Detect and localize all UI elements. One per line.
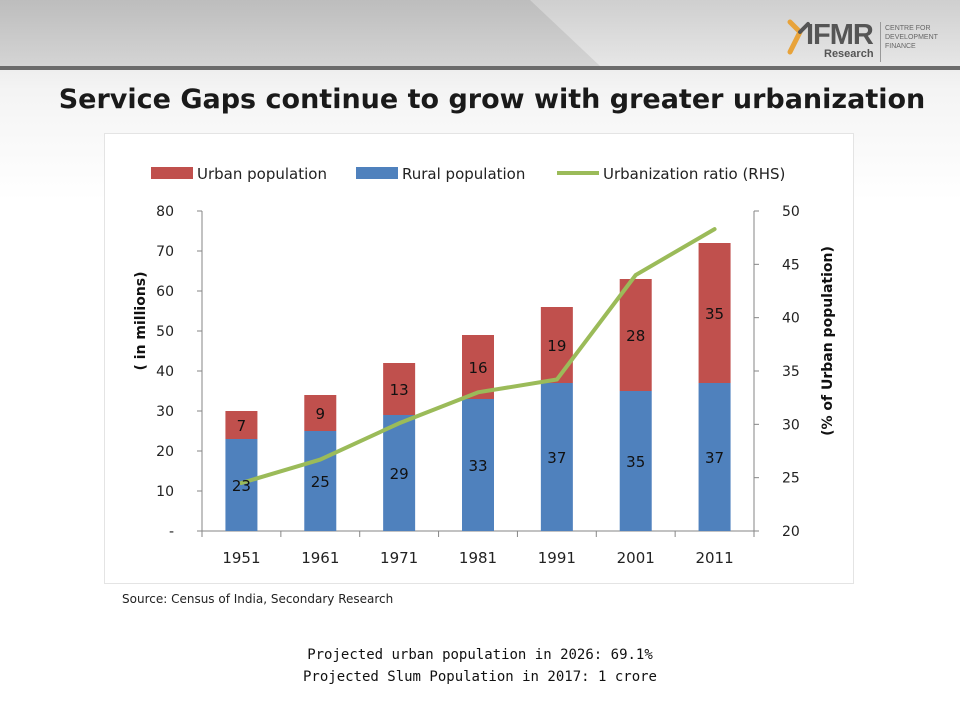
data-label-urban: 28 [626, 327, 645, 345]
data-label-urban: 9 [316, 405, 326, 423]
y-tick-label: 80 [156, 204, 174, 220]
y2-tick-label: 50 [782, 204, 800, 220]
legend-label: Urbanization ratio (RHS) [603, 165, 785, 183]
legend-swatch [151, 167, 193, 179]
source-note: Source: Census of India, Secondary Resea… [122, 592, 394, 606]
logo-tagline-line: FINANCE [885, 43, 916, 50]
y-tick-label: 60 [156, 284, 174, 300]
bar-urban [304, 395, 337, 431]
y-tick-label: 20 [156, 444, 174, 460]
bar-urban [540, 307, 573, 383]
projection-urban: Projected urban population in 2026: 69.1… [307, 647, 653, 663]
line-urbanization-ratio [239, 227, 717, 485]
y2-tick-label: 45 [782, 257, 800, 273]
legend-swatch [356, 167, 398, 179]
y-tick-label: 30 [156, 404, 174, 420]
x-tick-label: 1971 [380, 549, 418, 567]
ifmr-logo: IFMR Research CENTRE FOR DEVELOPMENT FIN… [786, 14, 946, 62]
x-tick-label: 1991 [538, 549, 576, 567]
bar-urban [698, 243, 731, 383]
y2-tick-label: 20 [782, 524, 800, 540]
x-tick-label: 2011 [695, 549, 733, 567]
bar-rural [698, 383, 731, 531]
x-tick-label: 1951 [222, 549, 260, 567]
x-tick-label: 2001 [617, 549, 655, 567]
data-label-urban: 35 [705, 305, 724, 323]
data-label-urban: 13 [390, 381, 409, 399]
bar-urban [225, 411, 258, 439]
bar-rural [619, 391, 652, 531]
y-tick-label: - [169, 524, 174, 540]
data-label-rural: 29 [390, 465, 409, 483]
logo-tagline: CENTRE FOR DEVELOPMENT FINANCE [885, 24, 938, 51]
data-label-urban: 16 [468, 359, 487, 377]
y2-tick-label: 40 [782, 311, 800, 327]
data-label-rural: 35 [626, 453, 645, 471]
urbanization-chart: - 10 20 30 40 50 60 70 80 20 25 30 35 40 45 50 1951 1961 1… [133, 165, 836, 567]
logo-mark-icon [787, 19, 810, 55]
y-tick-label: 10 [156, 484, 174, 500]
y2-tick-label: 35 [782, 364, 800, 380]
y-axis-title: ( in millions) [133, 271, 149, 370]
data-label-rural: 33 [468, 457, 487, 475]
bar-urban [462, 335, 494, 399]
logo-subtext: Research [824, 48, 874, 60]
projections: Projected urban population in 2026: 69.1… [0, 644, 960, 688]
y2-axis-title: (% of Urban population) [820, 246, 836, 436]
data-label-rural: 25 [311, 473, 330, 491]
data-label-urban: 19 [547, 337, 566, 355]
page-title: Service Gaps continue to grow with great… [58, 84, 926, 115]
projection-slum: Projected Slum Population in 2017: 1 cro… [302, 669, 657, 685]
bar-urban [383, 363, 416, 415]
legend-label: Urban population [197, 165, 327, 183]
bar-rural [304, 431, 337, 531]
data-label-urban: 7 [237, 417, 247, 435]
x-tick-label: 1961 [301, 549, 339, 567]
data-label-rural: 23 [232, 477, 251, 495]
y-tick-label: 40 [156, 364, 174, 380]
bar-rural [462, 399, 494, 531]
logo-divider [880, 22, 881, 62]
chart-container: - 10 20 30 40 50 60 70 80 20 25 30 35 40 45 50 1951 1961 1… [104, 133, 854, 584]
x-tick-label: 1981 [459, 549, 497, 567]
y2-tick-label: 25 [782, 471, 800, 487]
y2-tick-label: 30 [782, 417, 800, 433]
bar-rural [383, 415, 416, 531]
header-tab-shape [0, 0, 600, 66]
header-divider [0, 66, 960, 70]
data-label-rural: 37 [705, 449, 724, 467]
logo-tagline-line: DEVELOPMENT [885, 34, 938, 41]
data-label-rural: 37 [547, 449, 566, 467]
bar-urban [619, 279, 652, 391]
logo-text: IFMR [806, 19, 874, 51]
y-tick-label: 70 [156, 244, 174, 260]
y-tick-label: 50 [156, 324, 174, 340]
legend-label: Rural population [402, 165, 525, 183]
logo-tagline-line: CENTRE FOR [885, 25, 931, 32]
bar-rural [540, 383, 573, 531]
